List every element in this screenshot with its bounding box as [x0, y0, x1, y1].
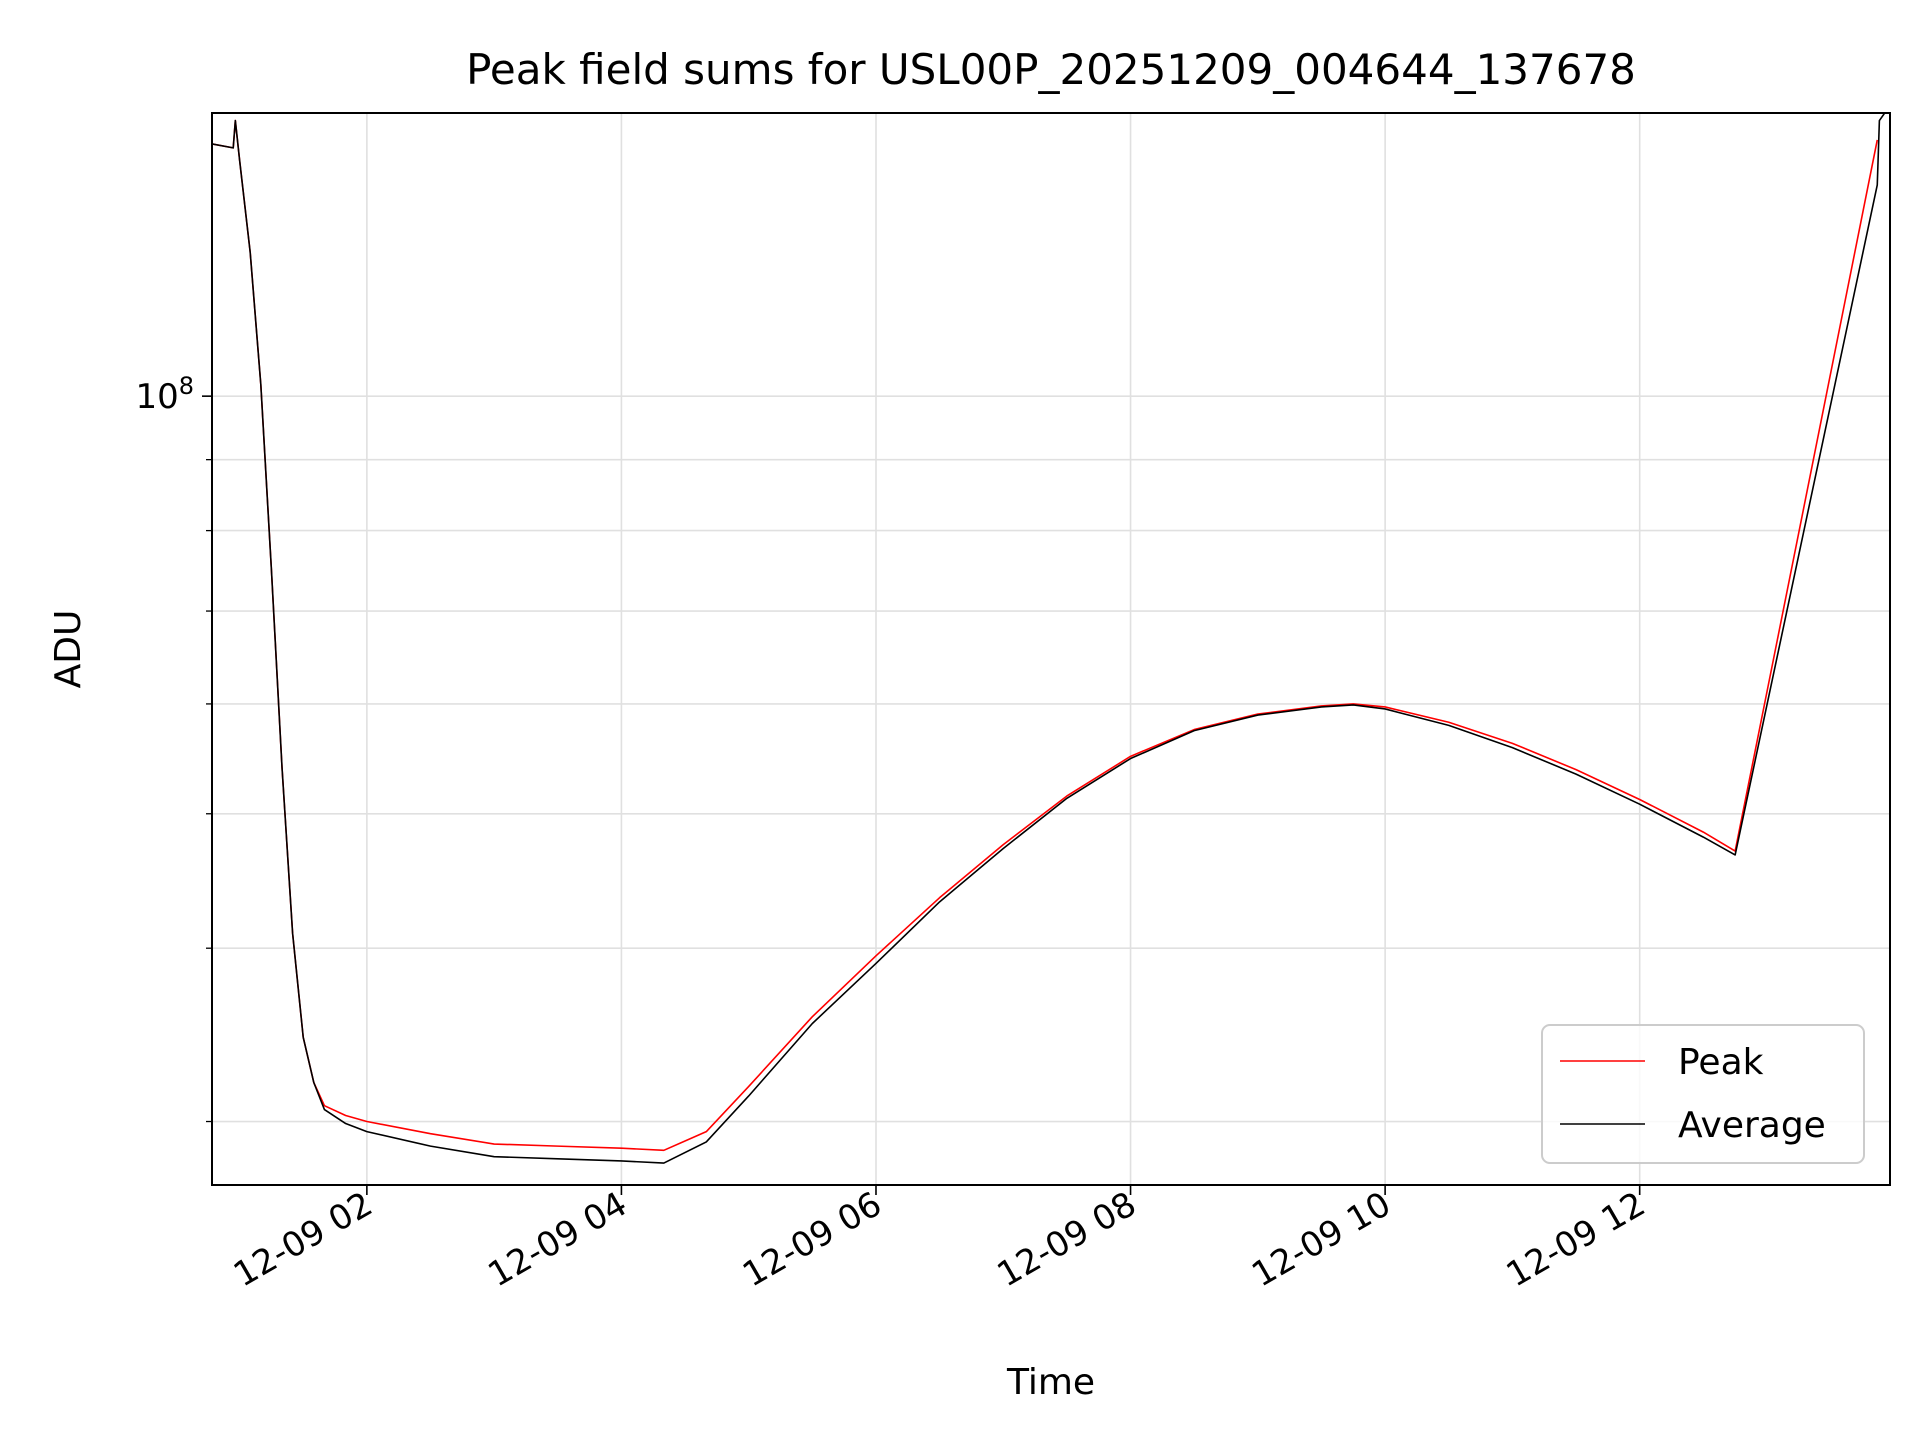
series-line-average	[212, 113, 1886, 1164]
chart-title: Peak field sums for USL00P_20251209_0046…	[466, 45, 1636, 94]
y-tick-label: 108	[135, 372, 194, 417]
legend-label-average: Average	[1678, 1105, 1826, 1146]
plot-frame	[211, 112, 1891, 1186]
series-layer	[212, 113, 1886, 1164]
y-axis-label: ADU	[48, 610, 89, 689]
legend: Peak Average	[1541, 1024, 1865, 1164]
grid	[212, 113, 1890, 1185]
legend-label-peak: Peak	[1678, 1042, 1764, 1083]
x-axis-label: Time	[1006, 1362, 1095, 1403]
legend-box	[1541, 1024, 1865, 1164]
